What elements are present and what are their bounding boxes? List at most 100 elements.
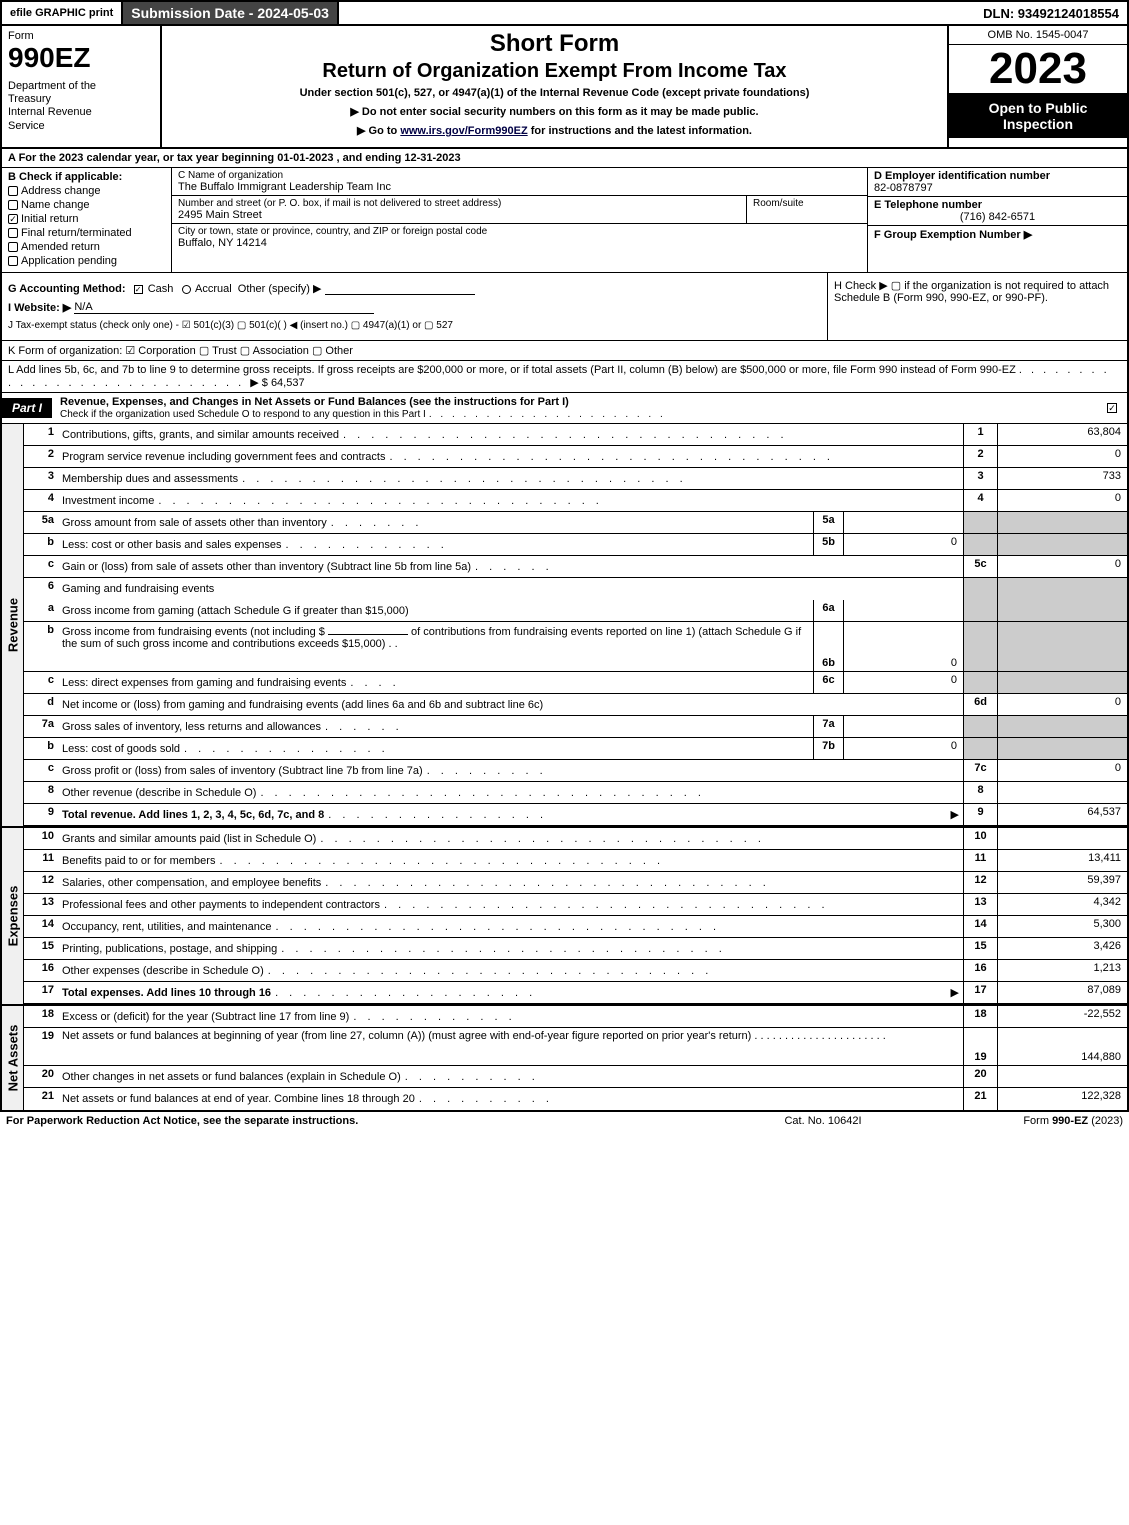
line-17-value: 87,089 [997, 982, 1127, 1003]
part-i-schedule-o-check[interactable] [1107, 403, 1117, 413]
line-6a: a Gross income from gaming (attach Sched… [24, 600, 1127, 622]
gross-receipts: ▶ $ 64,537 [250, 377, 304, 389]
line-12: 12 Salaries, other compensation, and emp… [24, 872, 1127, 894]
line-1-value: 63,804 [997, 424, 1127, 445]
line-13: 13 Professional fees and other payments … [24, 894, 1127, 916]
irs-link[interactable]: www.irs.gov/Form990EZ [400, 125, 527, 137]
form-number: 990EZ [8, 42, 154, 74]
line-1: 1 Contributions, gifts, grants, and simi… [24, 424, 1127, 446]
expenses-label: Expenses [5, 886, 20, 947]
website-value: N/A [74, 301, 374, 314]
line-21-value: 122,328 [997, 1088, 1127, 1110]
phone-label: E Telephone number [874, 199, 982, 211]
header-center: Short Form Return of Organization Exempt… [162, 26, 947, 147]
chk-application-pending[interactable]: Application pending [8, 255, 165, 267]
net-assets-section: Net Assets 18 Excess or (deficit) for th… [2, 1004, 1127, 1110]
part-i-tab: Part I [2, 398, 52, 418]
line-5c: c Gain or (loss) from sale of assets oth… [24, 556, 1127, 578]
line-15: 15 Printing, publications, postage, and … [24, 938, 1127, 960]
line-7c: c Gross profit or (loss) from sales of i… [24, 760, 1127, 782]
line-20-value [997, 1066, 1127, 1087]
org-city-cell: City or town, state or province, country… [172, 224, 867, 272]
line-6c: c Less: direct expenses from gaming and … [24, 672, 1127, 694]
line-6d-value: 0 [997, 694, 1127, 715]
short-form-title: Short Form [170, 30, 939, 58]
chk-initial-return[interactable]: Initial return [8, 213, 165, 225]
submission-date: Submission Date - 2024-05-03 [123, 2, 339, 24]
line-6b-value: 0 [843, 622, 963, 671]
line-14: 14 Occupancy, rent, utilities, and maint… [24, 916, 1127, 938]
line-8-value [997, 782, 1127, 803]
line-6: 6 Gaming and fundraising events [24, 578, 1127, 600]
line-9-value: 64,537 [997, 804, 1127, 825]
section-identity: B Check if applicable: Address change Na… [2, 168, 1127, 273]
arrow-icon: ▶ [951, 808, 959, 821]
omb-number: OMB No. 1545-0047 [949, 26, 1127, 45]
line-16: 16 Other expenses (describe in Schedule … [24, 960, 1127, 982]
line-19-value: 144,880 [997, 1028, 1127, 1065]
line-10: 10 Grants and similar amounts paid (list… [24, 828, 1127, 850]
line-20: 20 Other changes in net assets or fund b… [24, 1066, 1127, 1088]
part-i-header: Part I Revenue, Expenses, and Changes in… [2, 393, 1127, 424]
phone-value: (716) 842-6571 [874, 211, 1121, 223]
paperwork-notice: For Paperwork Reduction Act Notice, see … [6, 1115, 723, 1127]
row-g: G Accounting Method: Cash Accrual Other … [8, 282, 821, 295]
row-j: J Tax-exempt status (check only one) - ☑… [8, 320, 821, 331]
chk-amended-return[interactable]: Amended return [8, 241, 165, 253]
expenses-section: Expenses 10 Grants and similar amounts p… [2, 826, 1127, 1004]
top-bar: efile GRAPHIC print Submission Date - 20… [2, 2, 1127, 26]
row-i: I Website: ▶ N/A [8, 301, 821, 314]
header-subtitle: Under section 501(c), 527, or 4947(a)(1)… [170, 87, 939, 99]
org-street: 2495 Main Street [178, 209, 740, 221]
org-name-cell: C Name of organization The Buffalo Immig… [172, 168, 867, 196]
page-footer: For Paperwork Reduction Act Notice, see … [0, 1112, 1129, 1130]
row-h: H Check ▶ ▢ if the organization is not r… [827, 273, 1127, 340]
line-9: 9 Total revenue. Add lines 1, 2, 3, 4, 5… [24, 804, 1127, 826]
dln-label: DLN: 93492124018554 [975, 2, 1127, 24]
row-l: L Add lines 5b, 6c, and 7b to line 9 to … [2, 361, 1127, 393]
line-11-value: 13,411 [997, 850, 1127, 871]
chk-address-change[interactable]: Address change [8, 185, 165, 197]
col-d-ids: D Employer identification number 82-0878… [867, 168, 1127, 272]
line-5b-value: 0 [843, 534, 963, 555]
form-id: Form 990-EZ (2023) [923, 1115, 1123, 1127]
line-2: 2 Program service revenue including gove… [24, 446, 1127, 468]
line-6d: d Net income or (loss) from gaming and f… [24, 694, 1127, 716]
efile-label: efile GRAPHIC print [2, 2, 123, 24]
org-address-row: Number and street (or P. O. box, if mail… [172, 196, 867, 224]
revenue-section: Revenue 1 Contributions, gifts, grants, … [2, 424, 1127, 826]
line-4: 4 Investment income. . . . . . . . . . .… [24, 490, 1127, 512]
chk-cash[interactable] [134, 285, 143, 294]
section-gj: G Accounting Method: Cash Accrual Other … [2, 273, 1127, 341]
form-container: efile GRAPHIC print Submission Date - 20… [0, 0, 1129, 1112]
chk-accrual[interactable] [182, 285, 191, 294]
cat-number: Cat. No. 10642I [723, 1115, 923, 1127]
line-14-value: 5,300 [997, 916, 1127, 937]
line-6b: b Gross income from fundraising events (… [24, 622, 1127, 672]
line-19: 19 Net assets or fund balances at beginn… [24, 1028, 1127, 1066]
ein-label: D Employer identification number [874, 170, 1050, 182]
department-label: Department of theTreasuryInternal Revenu… [8, 80, 154, 133]
col-b-checkboxes: B Check if applicable: Address change Na… [2, 168, 172, 272]
line-7a: 7a Gross sales of inventory, less return… [24, 716, 1127, 738]
line-2-value: 0 [997, 446, 1127, 467]
line-18-value: -22,552 [997, 1006, 1127, 1027]
line-6c-value: 0 [843, 672, 963, 693]
form-word: Form [8, 30, 154, 42]
group-exemption-label: F Group Exemption Number ▶ [874, 229, 1032, 241]
line-5b: b Less: cost or other basis and sales ex… [24, 534, 1127, 556]
row-a: A For the 2023 calendar year, or tax yea… [2, 149, 1127, 168]
chk-name-change[interactable]: Name change [8, 199, 165, 211]
header-left: Form 990EZ Department of theTreasuryInte… [2, 26, 162, 147]
room-suite-label: Room/suite [753, 198, 861, 209]
col-c-org-info: C Name of organization The Buffalo Immig… [172, 168, 867, 272]
line-18: 18 Excess or (deficit) for the year (Sub… [24, 1006, 1127, 1028]
ein-value: 82-0878797 [874, 182, 933, 194]
line-4-value: 0 [997, 490, 1127, 511]
chk-final-return[interactable]: Final return/terminated [8, 227, 165, 239]
line-7b: b Less: cost of goods sold . . . . . . .… [24, 738, 1127, 760]
org-name: The Buffalo Immigrant Leadership Team In… [178, 181, 861, 193]
form-header: Form 990EZ Department of theTreasuryInte… [2, 26, 1127, 149]
row-k: K Form of organization: ☑ Corporation ▢ … [2, 341, 1127, 361]
line-16-value: 1,213 [997, 960, 1127, 981]
